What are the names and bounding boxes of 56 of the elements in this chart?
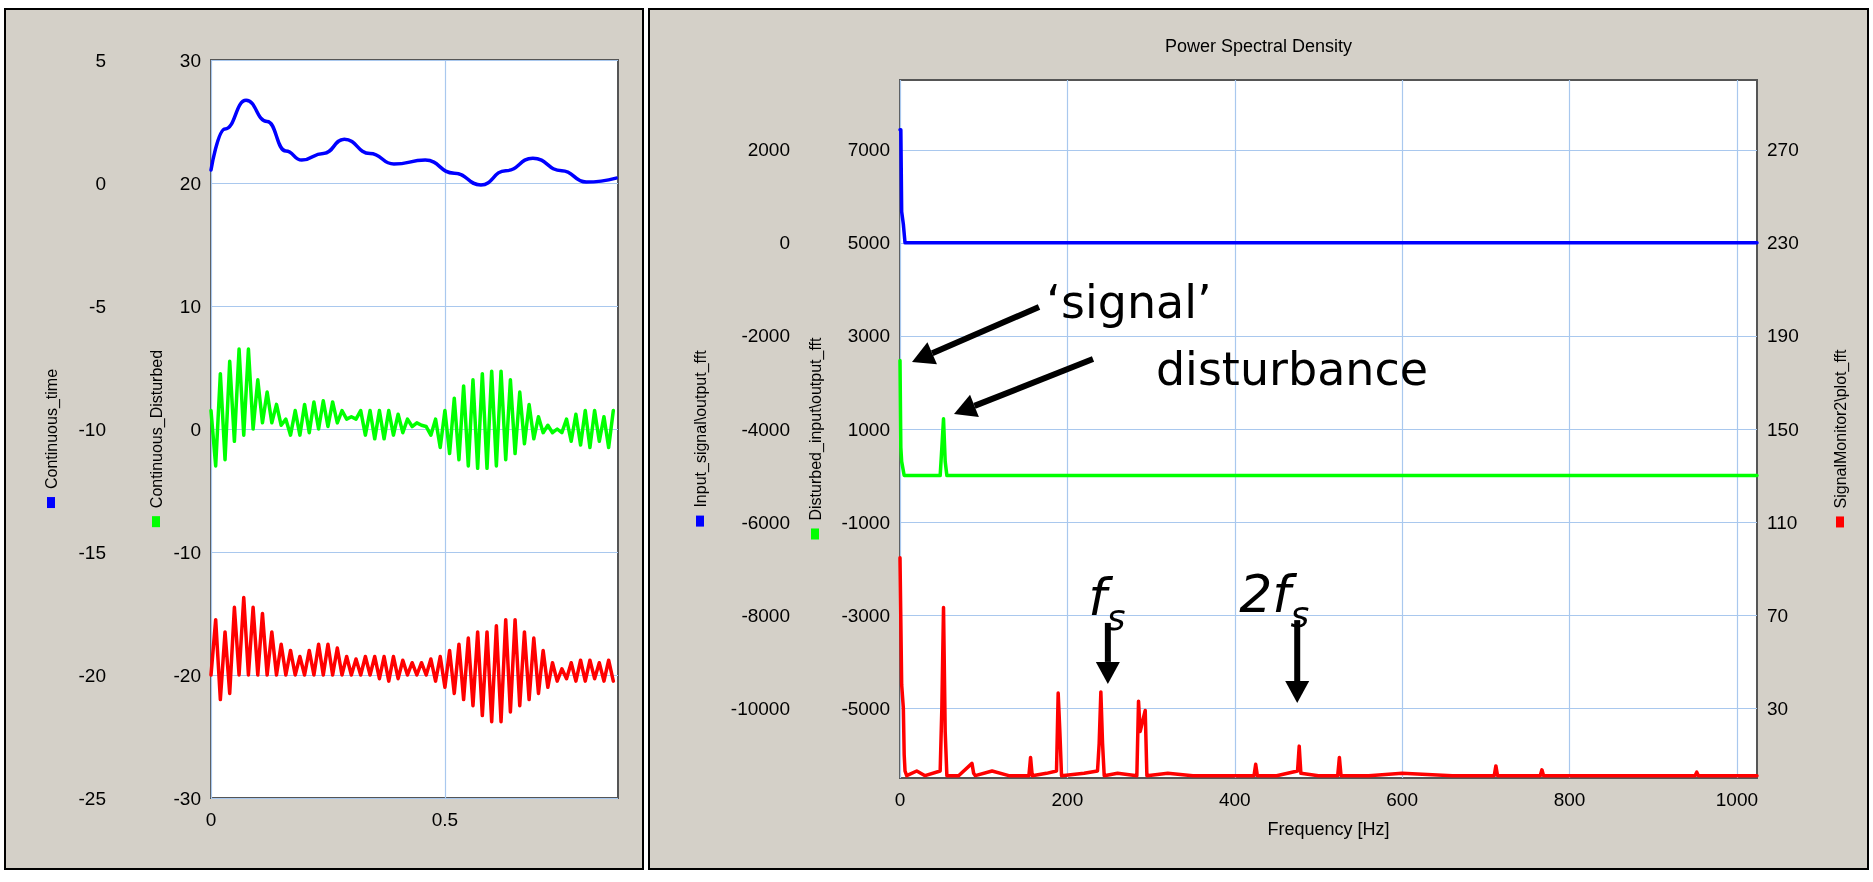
y-tick-label: -10000 [730, 697, 790, 719]
x-tick-label: 800 [1553, 789, 1586, 810]
y2-tick-label: 3000 [847, 325, 890, 347]
y2-tick-label: -5000 [841, 697, 890, 719]
x-axis-title: Frequency [Hz] [1267, 819, 1390, 839]
x-tick-label: 600 [1386, 789, 1418, 810]
y3-tick-label: 150 [1767, 418, 1799, 440]
line-series [209, 595, 616, 724]
x-tick-label: 1000 [1715, 789, 1759, 810]
y2-tick-label: 0 [190, 418, 201, 440]
y-tick-label: -2000 [741, 325, 790, 347]
y-tick-label: 5 [95, 49, 106, 71]
y-axis-title: Input_signal\output_fft [691, 349, 710, 508]
y3-tick-label: 190 [1767, 325, 1799, 347]
x-tick-label: 0 [894, 789, 906, 810]
y-tick-label: -20 [78, 664, 106, 686]
y2-axis-title: Continuous_Disturbed [147, 349, 166, 509]
y2-tick-label: 30 [179, 49, 201, 71]
y2-tick-label: 10 [179, 295, 201, 317]
line-series [209, 98, 618, 187]
y2-tick-label: 1000 [847, 418, 890, 440]
y3-tick-label: 230 [1767, 232, 1799, 254]
line-series [898, 128, 1759, 245]
y3-tick-label: 270 [1767, 139, 1799, 161]
y-tick-label: -25 [78, 787, 106, 809]
annotation: ‘signal’ [1046, 275, 1212, 329]
y2-tick-label: 5000 [847, 232, 890, 254]
y-tick-label: -8000 [741, 604, 790, 626]
x-tick-label: 200 [1051, 789, 1084, 810]
y3-tick-label: 70 [1767, 604, 1789, 626]
y2-tick-label: -30 [173, 787, 201, 809]
y2-tick-label: 20 [179, 172, 201, 194]
line-series [209, 347, 616, 471]
x-tick-label: 0.5 [431, 809, 459, 830]
chart-title: Power Spectral Density [1164, 36, 1353, 56]
y2-tick-label: -10 [173, 541, 201, 563]
y2-tick-label: 7000 [847, 139, 890, 161]
y3-tick-label: 30 [1767, 697, 1789, 719]
y-tick-label: 0 [779, 232, 790, 254]
y3-axis-title: SignalMonitor2\plot_fft [1831, 348, 1850, 509]
y-axis-title: Continuous_time [42, 368, 61, 490]
y-tick-label: -15 [78, 541, 106, 563]
x-tick-label: 400 [1218, 789, 1251, 810]
y-tick-label: 2000 [747, 139, 790, 161]
y-tick-label: -10 [78, 418, 106, 440]
line-series [898, 555, 1759, 778]
annotation: disturbance [1155, 342, 1429, 396]
y-tick-label: -5 [89, 295, 106, 317]
y2-tick-label: -3000 [841, 604, 890, 626]
y2-tick-label: -20 [173, 664, 201, 686]
y2-axis-title: Disturbed_input\output_fft [806, 336, 825, 521]
y2-tick-label: -1000 [841, 511, 890, 533]
y-tick-label: -6000 [741, 511, 790, 533]
y-tick-label: -4000 [741, 418, 790, 440]
y3-tick-label: 110 [1767, 511, 1798, 533]
y-tick-label: 0 [95, 172, 106, 194]
